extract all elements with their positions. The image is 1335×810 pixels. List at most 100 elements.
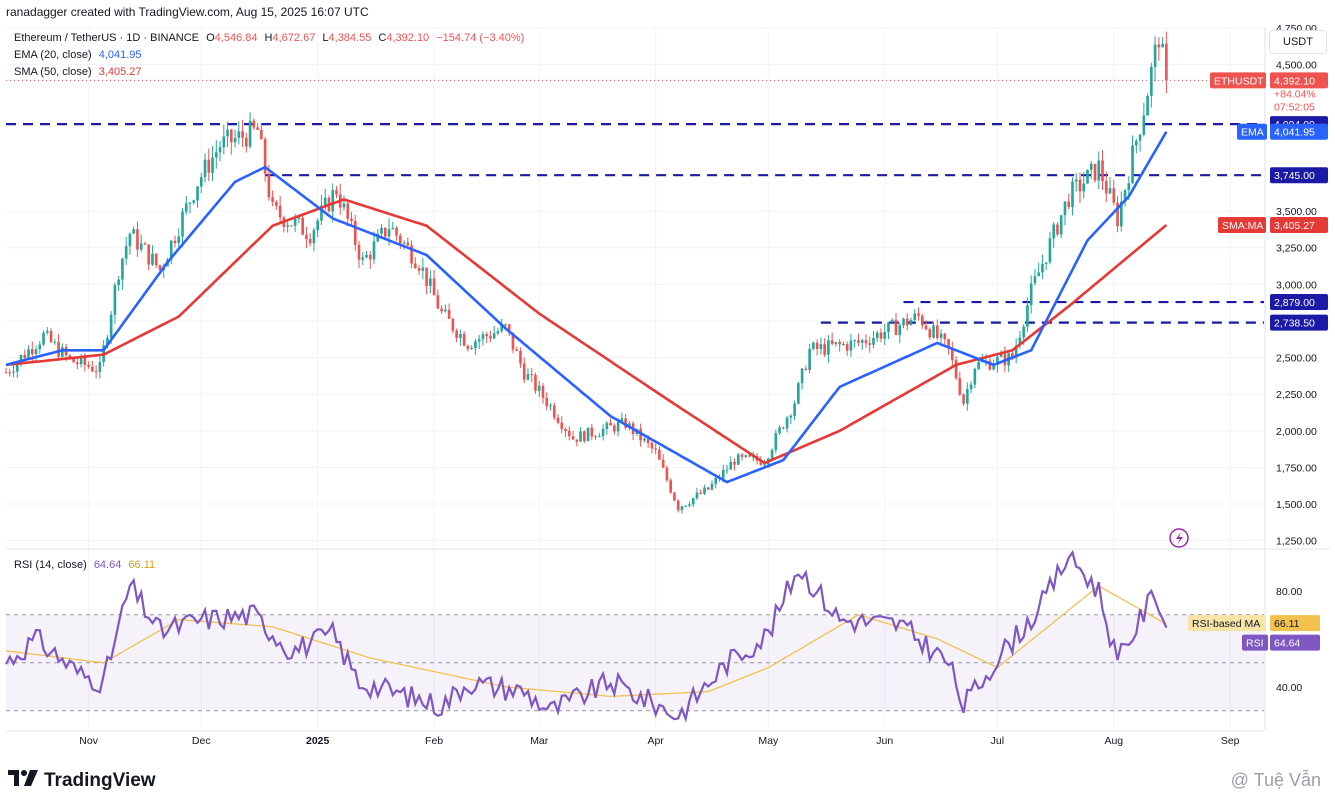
candle-body <box>192 200 196 203</box>
candle-body <box>1097 160 1101 181</box>
candle-body <box>429 278 432 286</box>
candle-body <box>316 220 319 231</box>
candle-body <box>1119 201 1123 227</box>
level-price-tag: 2,738.50 <box>1274 318 1315 330</box>
candle-body <box>504 324 507 326</box>
candle-body <box>474 341 477 348</box>
candle-body <box>733 461 736 465</box>
candle-body <box>290 225 293 227</box>
time-tick-label: Nov <box>79 735 98 747</box>
candle-body <box>511 332 515 350</box>
candle-body <box>571 436 575 440</box>
sma-50-line <box>5 198 1168 465</box>
candle-body <box>1078 179 1082 192</box>
candle-body <box>481 334 485 340</box>
candle-body <box>98 361 102 372</box>
candle-body <box>42 332 45 345</box>
candle-body <box>297 217 301 219</box>
candle-body <box>1022 326 1025 338</box>
candle-body <box>158 265 162 270</box>
candle-body <box>729 461 733 470</box>
candle-body <box>800 368 804 384</box>
candle-body <box>248 120 252 147</box>
candle-body <box>1071 181 1074 207</box>
candle-body <box>1112 188 1116 203</box>
time-tick-label: May <box>758 735 779 747</box>
candle-body <box>293 218 297 226</box>
candle-body <box>128 233 132 247</box>
candle-body <box>909 320 913 326</box>
lightning-icon[interactable] <box>1169 528 1189 548</box>
candle-body <box>699 492 703 494</box>
candle-body <box>256 127 259 130</box>
rsi-tag: 64.64 <box>1274 638 1300 650</box>
candle-body <box>838 342 841 345</box>
candle-body <box>387 229 391 237</box>
candle-body <box>920 315 924 326</box>
sma-legend[interactable]: SMA (50, close) 3,405.27 <box>14 66 142 78</box>
candle-body <box>624 418 627 428</box>
candle-body <box>819 344 823 349</box>
candle-body <box>759 460 763 465</box>
candle-body <box>774 433 778 451</box>
candle-body <box>121 258 124 280</box>
candle-body <box>969 384 973 390</box>
candle-body <box>169 240 173 260</box>
candle-body <box>301 217 304 235</box>
candle-body <box>312 230 316 244</box>
high-value: 4,672.67 <box>272 32 316 44</box>
currency-selector[interactable]: USDT <box>1269 30 1327 54</box>
candle-body <box>673 492 676 501</box>
candle-body <box>1104 181 1108 194</box>
rsi-ma-value: 66.11 <box>128 559 156 571</box>
tradingview-logo[interactable]: TradingView <box>8 770 156 792</box>
rsi-name-tag: RSI <box>1246 638 1264 650</box>
candle-body <box>680 506 684 511</box>
candle-body <box>1059 215 1063 235</box>
symbol-name[interactable]: Ethereum / TetherUS · 1D · BINANCE <box>14 32 200 44</box>
candle-body <box>740 454 744 457</box>
low-value: 4,384.55 <box>328 32 372 44</box>
ema-name-tag-bg <box>1237 123 1267 140</box>
candle-body <box>691 498 695 505</box>
candle-body <box>669 480 672 493</box>
candle-body <box>466 345 470 349</box>
last-price-countdown: 07:52:05 <box>1274 101 1315 113</box>
author-watermark: @ Tuệ Vẫn <box>1230 770 1321 790</box>
candle-body <box>335 190 338 195</box>
candle-body <box>391 227 395 230</box>
sma-name-tag: SMA:MA <box>1222 220 1263 232</box>
candle-body <box>181 211 184 237</box>
candle-body <box>436 295 440 309</box>
grid <box>6 27 1264 730</box>
candle-body <box>308 238 312 244</box>
candle-body <box>1037 272 1041 277</box>
last-price-change: +84.04% <box>1274 88 1316 100</box>
candle-body <box>665 467 669 481</box>
candle-body <box>278 205 282 218</box>
candle-body <box>1123 190 1127 202</box>
ema-legend[interactable]: EMA (20, close) 4,041.95 <box>14 49 142 61</box>
candle-body <box>214 152 218 158</box>
candle-body <box>804 368 808 370</box>
candle-body <box>1011 353 1014 359</box>
candle-body <box>398 235 402 244</box>
candle-body <box>834 342 838 344</box>
candle-body <box>646 438 650 443</box>
candle-body <box>1127 183 1131 191</box>
candle-body <box>1101 160 1104 182</box>
candle-body <box>785 417 789 429</box>
candle-body <box>706 487 710 490</box>
price-tick-label: 2,250.00 <box>1276 389 1317 401</box>
rsi-legend[interactable]: RSI (14, close) 64.64 66.11 <box>14 559 155 571</box>
rsi-label: RSI (14, close) <box>14 559 87 571</box>
candle-body <box>1161 43 1164 48</box>
candle-body <box>977 361 980 369</box>
candle-body <box>492 333 496 339</box>
ema-name-tag: EMA <box>1241 127 1264 139</box>
rsi-name-tag-bg <box>1242 634 1268 651</box>
low-label: L <box>322 32 329 44</box>
candle-body <box>53 341 57 343</box>
candle-body <box>402 242 406 244</box>
